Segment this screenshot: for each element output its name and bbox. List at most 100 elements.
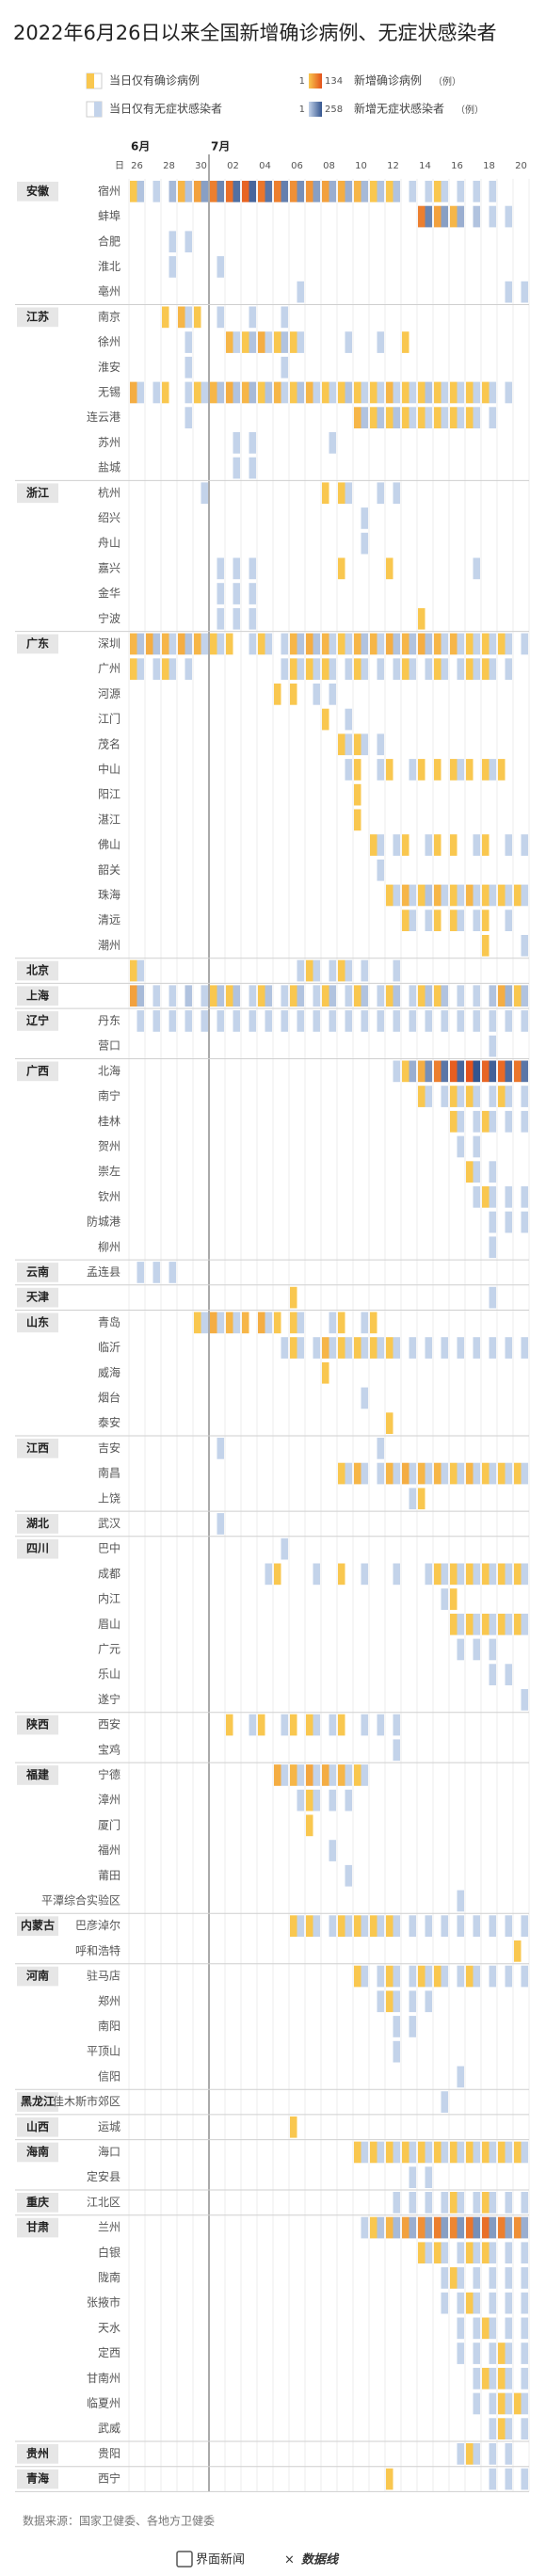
asymptomatic-cell xyxy=(153,206,161,228)
asymptomatic-cell xyxy=(281,1111,289,1133)
asymptomatic-cell xyxy=(505,2242,512,2264)
confirmed-cell xyxy=(386,960,393,982)
confirmed-cell xyxy=(482,608,490,630)
asymptomatic-cell xyxy=(185,181,192,202)
asymptomatic-cell xyxy=(521,2141,528,2164)
asymptomatic-cell xyxy=(233,457,240,479)
confirmed-cell xyxy=(370,1840,377,1861)
asymptomatic-cell xyxy=(329,1061,337,1083)
confirmed-cell xyxy=(322,1614,329,1635)
asymptomatic-cell xyxy=(377,458,385,479)
asymptomatic-cell xyxy=(377,2418,385,2439)
asymptomatic-cell xyxy=(297,1463,305,1485)
confirmed-cell xyxy=(242,1840,249,1861)
asymptomatic-cell xyxy=(201,1915,209,1937)
asymptomatic-cell xyxy=(458,1865,465,1887)
confirmed-cell xyxy=(274,1161,281,1183)
confirmed-cell xyxy=(322,507,329,529)
confirmed-cell xyxy=(418,1739,426,1761)
confirmed-cell xyxy=(514,2469,522,2490)
asymptomatic-cell xyxy=(329,1312,336,1334)
confirmed-cell xyxy=(130,1488,137,1509)
legend-max: 258 xyxy=(325,105,343,115)
asymptomatic-cell xyxy=(169,2443,177,2465)
asymptomatic-cell xyxy=(361,1588,369,1610)
asymptomatic-cell xyxy=(345,1186,353,1208)
confirmed-cell xyxy=(258,1614,265,1635)
confirmed-cell xyxy=(130,1161,137,1183)
asymptomatic-cell xyxy=(201,2192,209,2214)
confirmed-cell xyxy=(258,885,265,907)
confirmed-cell xyxy=(402,1764,410,1786)
confirmed-cell xyxy=(482,784,490,806)
confirmed-cell xyxy=(130,2418,137,2439)
asymptomatic-cell xyxy=(297,1940,305,1962)
confirmed-cell xyxy=(402,1438,410,1459)
confirmed-cell xyxy=(242,1689,249,1711)
confirmed-cell xyxy=(274,231,281,252)
confirmed-cell xyxy=(306,959,313,982)
asymptomatic-cell xyxy=(473,1337,480,1359)
asymptomatic-cell xyxy=(233,307,241,329)
asymptomatic-cell xyxy=(426,2343,433,2364)
confirmed-cell xyxy=(306,709,313,731)
confirmed-cell xyxy=(258,1362,265,1384)
confirmed-cell xyxy=(130,2267,137,2289)
confirmed-cell xyxy=(210,1488,217,1509)
confirmed-cell xyxy=(210,558,217,580)
confirmed-cell xyxy=(258,1388,265,1409)
confirmed-cell xyxy=(338,1891,345,1912)
asymptomatic-cell xyxy=(489,2192,496,2214)
asymptomatic-cell xyxy=(265,381,272,404)
asymptomatic-cell xyxy=(426,1538,433,1560)
asymptomatic-cell xyxy=(457,2443,464,2465)
confirmed-cell xyxy=(450,1488,458,1509)
confirmed-cell xyxy=(370,885,377,907)
confirmed-cell xyxy=(338,1161,345,1183)
province-label: 贵州 xyxy=(26,2446,49,2460)
asymptomatic-cell xyxy=(297,1212,305,1233)
confirmed-cell xyxy=(418,357,426,378)
asymptomatic-cell xyxy=(426,2393,433,2415)
asymptomatic-cell xyxy=(425,658,432,680)
confirmed-cell xyxy=(514,181,522,202)
asymptomatic-cell xyxy=(185,1966,193,1988)
asymptomatic-cell xyxy=(361,1840,369,1861)
confirmed-cell xyxy=(514,1915,522,1937)
asymptomatic-cell xyxy=(345,810,353,831)
asymptomatic-cell xyxy=(137,458,145,479)
confirmed-cell xyxy=(418,2443,426,2465)
asymptomatic-cell xyxy=(393,884,400,907)
asymptomatic-cell xyxy=(490,1990,497,2012)
asymptomatic-cell xyxy=(393,507,401,529)
confirmed-cell xyxy=(498,331,506,353)
confirmed-cell xyxy=(450,1060,458,1083)
confirmed-cell xyxy=(178,256,185,278)
city-label: 信阳 xyxy=(98,2069,120,2083)
confirmed-cell xyxy=(258,2469,265,2490)
asymptomatic-cell xyxy=(441,1086,448,1107)
asymptomatic-cell xyxy=(233,810,241,831)
confirmed-cell xyxy=(370,507,377,529)
confirmed-cell xyxy=(498,2141,506,2164)
asymptomatic-cell xyxy=(457,2066,464,2088)
asymptomatic-cell xyxy=(169,910,177,931)
asymptomatic-cell xyxy=(137,1764,145,1786)
asymptomatic-cell xyxy=(377,885,385,907)
asymptomatic-cell xyxy=(137,1990,145,2012)
asymptomatic-cell xyxy=(297,885,305,907)
confirmed-cell xyxy=(434,1438,442,1459)
confirmed-cell xyxy=(370,2469,377,2490)
asymptomatic-cell xyxy=(249,1136,257,1158)
asymptomatic-cell xyxy=(410,357,417,378)
confirmed-cell xyxy=(194,1463,201,1485)
confirmed-cell xyxy=(242,1186,249,1208)
confirmed-cell xyxy=(354,1815,361,1837)
confirmed-cell xyxy=(130,1865,137,1887)
asymptomatic-cell xyxy=(265,1715,273,1736)
asymptomatic-cell xyxy=(457,1638,464,1661)
asymptomatic-cell xyxy=(425,2216,432,2239)
city-label: 郑州 xyxy=(98,1993,120,2007)
asymptomatic-cell xyxy=(281,910,289,931)
asymptomatic-cell xyxy=(153,331,161,353)
